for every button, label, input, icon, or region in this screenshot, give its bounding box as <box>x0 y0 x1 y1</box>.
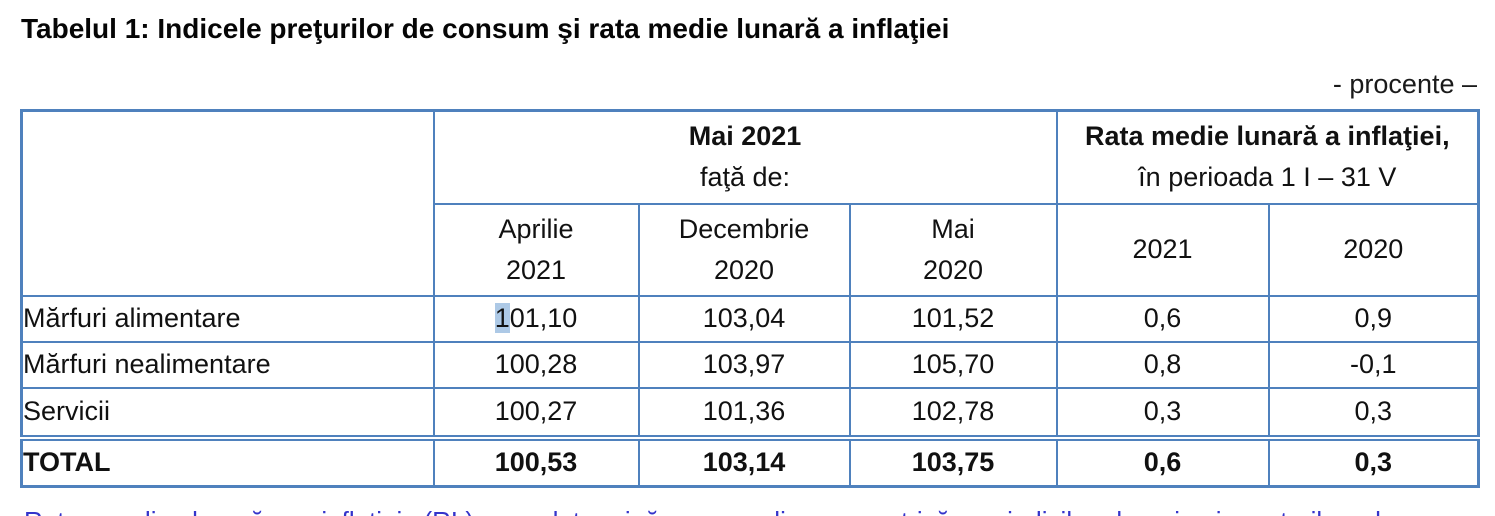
value-cell: 0,3 <box>1267 386 1480 439</box>
value-cell: 101,52 <box>848 294 1058 343</box>
header-year-2020: 2020 <box>1267 202 1480 297</box>
value-rest: 01,10 <box>509 303 578 333</box>
header-mai-2020: Mai 2020 <box>848 202 1058 297</box>
header-group-mai-2021: Mai 2021 faţă de: <box>432 109 1058 205</box>
header-group-rata-medie: Rata medie lunară a inflaţiei, în perioa… <box>1055 109 1480 205</box>
header-aprilie-line2: 2021 <box>505 254 567 285</box>
value-cell: 0,3 <box>1055 386 1270 439</box>
value-cell: -0,1 <box>1267 340 1480 389</box>
value-cell: 102,78 <box>848 386 1058 439</box>
value-cell: 103,75 <box>848 434 1058 488</box>
header-decembrie-2020: Decembrie 2020 <box>637 202 851 297</box>
value-cell: 0,6 <box>1055 434 1270 488</box>
row-label: Servicii <box>20 386 435 439</box>
header-decembrie-line1: Decembrie <box>678 213 810 244</box>
row-label: Mărfuri alimentare <box>20 294 435 343</box>
value-cell: 105,70 <box>848 340 1058 389</box>
header-decembrie-line2: 2020 <box>713 254 775 285</box>
table-row-servicii: Servicii 100,27 101,36 102,78 0,3 0,3 <box>20 386 1480 439</box>
value-cell: 0,3 <box>1267 434 1480 488</box>
value-cell: 103,97 <box>637 340 851 389</box>
table-row-marfuri-nealimentare: Mărfuri nealimentare 100,28 103,97 105,7… <box>20 340 1480 389</box>
table-row-total: TOTAL 100,53 103,14 103,75 0,6 0,3 <box>20 434 1480 488</box>
header-group2-line1: Rata medie lunară a inflaţiei, <box>1084 121 1450 152</box>
value-cell: 103,14 <box>637 434 851 488</box>
table-row-marfuri-alimentare: Mărfuri alimentare 101,10 103,04 101,52 … <box>20 294 1480 343</box>
header-mai-line1: Mai <box>931 213 975 244</box>
value-cell: 0,8 <box>1055 340 1270 389</box>
unit-note: - procente – <box>1332 69 1477 99</box>
header-row-groups: Mai 2021 faţă de: Rata medie lunară a in… <box>20 109 1480 297</box>
clipped-footnote-text: Rata medie lunară a inflaţiei (RL) se de… <box>24 506 1495 516</box>
selected-text: 1 <box>494 303 510 333</box>
value-cell: 0,6 <box>1055 294 1270 343</box>
header-2020-label: 2020 <box>1343 234 1404 264</box>
corner-empty-cell <box>20 109 435 297</box>
header-group1-line1: Mai 2021 <box>688 121 802 152</box>
value-cell: 101,36 <box>637 386 851 439</box>
value-cell-with-selection: 101,10 <box>432 294 640 343</box>
value-cell: 103,04 <box>637 294 851 343</box>
cpi-table: Mai 2021 faţă de: Rata medie lunară a in… <box>20 109 1481 488</box>
header-group2-line2: în perioada 1 I – 31 V <box>1138 162 1397 193</box>
table-title: Tabelul 1: Indicele preţurilor de consum… <box>21 13 950 44</box>
header-group1-line2: faţă de: <box>699 162 791 193</box>
row-label-total: TOTAL <box>20 434 435 488</box>
header-row-periods: Aprilie 2021 Decembrie 2020 Mai 2020 202… <box>22 202 1480 297</box>
header-aprilie-2021: Aprilie 2021 <box>432 202 640 297</box>
header-mai-line2: 2020 <box>922 254 984 285</box>
header-year-2021: 2021 <box>1055 202 1270 297</box>
value-cell: 100,27 <box>432 386 640 439</box>
value-cell: 100,53 <box>432 434 640 488</box>
value-cell: 0,9 <box>1267 294 1480 343</box>
header-aprilie-line1: Aprilie <box>498 213 574 244</box>
value-cell: 100,28 <box>432 340 640 389</box>
header-2021-label: 2021 <box>1132 234 1193 264</box>
row-label: Mărfuri nealimentare <box>20 340 435 389</box>
